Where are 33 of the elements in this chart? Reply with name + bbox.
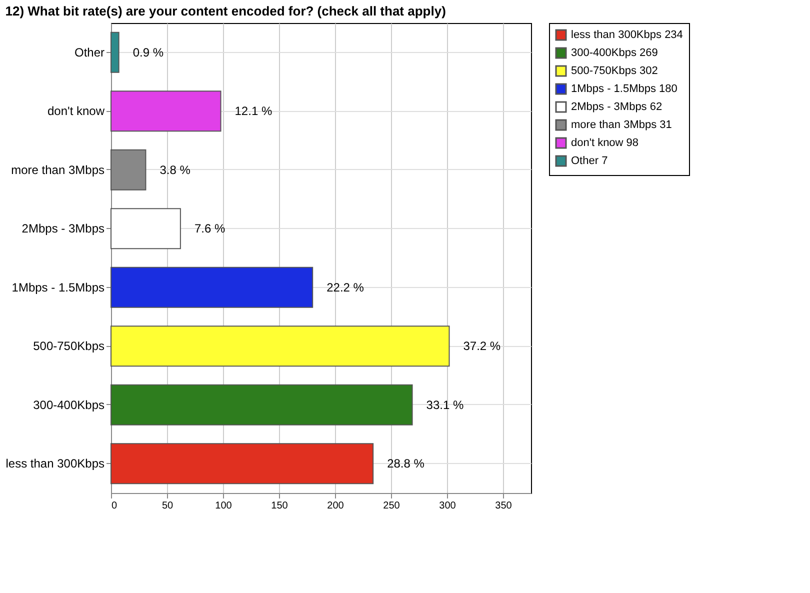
x-tick-label: 0 bbox=[112, 500, 118, 512]
text: 33.1 % bbox=[426, 398, 464, 412]
y-tick-label: 1Mbps - 1.5Mbps bbox=[12, 280, 104, 294]
legend-label: less than 300Kbps 234 bbox=[571, 29, 683, 41]
x-tick-label: 300 bbox=[439, 500, 456, 512]
text: 28.8 % bbox=[387, 456, 424, 471]
legend-label: Other 7 bbox=[571, 155, 608, 167]
x-tick-label: 150 bbox=[271, 500, 288, 512]
x-tick-label: 200 bbox=[327, 500, 344, 512]
x-tick-label: 250 bbox=[383, 500, 400, 512]
y-tick-label: 2Mbps - 3Mbps bbox=[22, 222, 104, 236]
x-tick-label: 100 bbox=[215, 500, 232, 512]
y-tick-label: 300-400Kbps bbox=[33, 398, 104, 412]
text: 3.8 % bbox=[160, 162, 190, 177]
legend-label: 500-750Kbps 302 bbox=[571, 65, 658, 77]
chart-title: 12) What bit rate(s) are your content encoded for? (check all that apply) bbox=[5, 4, 446, 18]
y-tick-label: don't know bbox=[48, 104, 105, 118]
y-tick-label: Other bbox=[74, 45, 104, 60]
y-tick-label: less than 300Kbps bbox=[6, 456, 104, 471]
text: 12.1 % bbox=[234, 104, 272, 118]
x-tick-label: 350 bbox=[495, 500, 512, 512]
y-tick-label: more than 3Mbps bbox=[11, 162, 104, 177]
legend-label: 300-400Kbps 269 bbox=[571, 47, 658, 59]
text: 0.9 % bbox=[132, 45, 164, 60]
x-tick-label: 50 bbox=[162, 500, 174, 512]
legend-label: don't know 98 bbox=[571, 137, 639, 149]
legend-label: more than 3Mbps 31 bbox=[571, 119, 672, 131]
legend-label: 1Mbps - 1.5Mbps 180 bbox=[571, 83, 678, 95]
text: 7.6 % bbox=[194, 222, 226, 236]
text: 37.2 % bbox=[463, 339, 501, 354]
y-tick-label: 500-750Kbps bbox=[33, 339, 104, 354]
text: 22.2 % bbox=[326, 280, 364, 294]
legend-label: 2Mbps - 3Mbps 62 bbox=[571, 101, 662, 113]
